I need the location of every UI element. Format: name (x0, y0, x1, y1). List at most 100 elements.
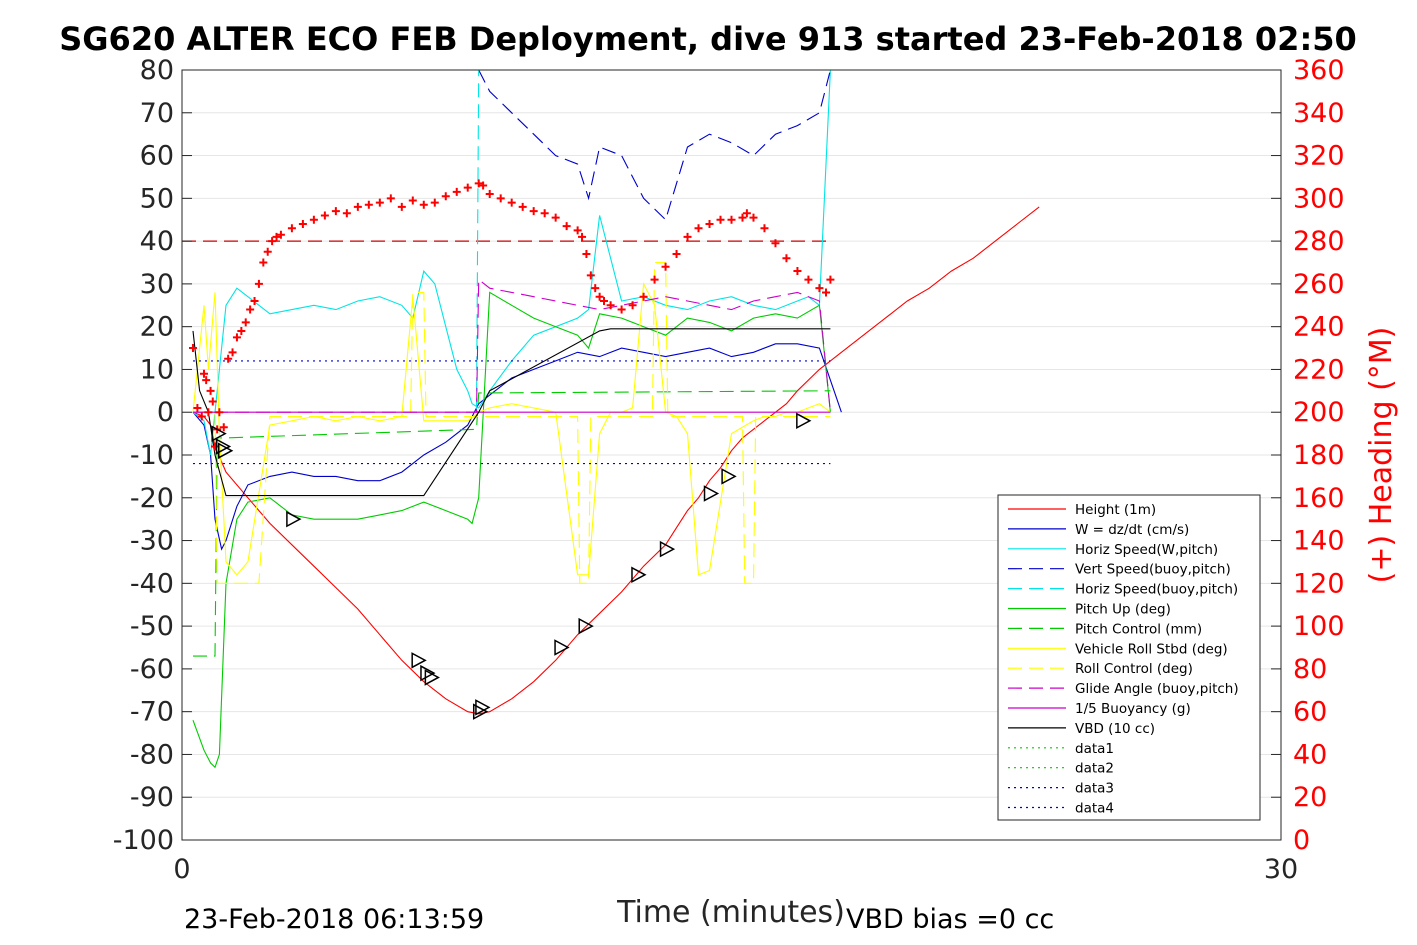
legend-label: data3 (1075, 781, 1114, 797)
triangle-marker (796, 412, 812, 430)
heading-point (815, 284, 824, 293)
legend-label: data1 (1075, 741, 1114, 757)
legend-label: Height (1m) (1075, 502, 1156, 518)
left-tick-label: -100 (113, 825, 174, 856)
heading-point (628, 301, 637, 310)
heading-point (204, 408, 213, 417)
right-tick-label: 360 (1293, 55, 1345, 86)
left-axis: 80 70 60 50 40 30 20 10 0 -10 -20 -30 -40 -50 -60 -70 -8… (113, 55, 192, 856)
heading-point (474, 179, 483, 188)
triangle-marker (554, 639, 570, 656)
left-tick-label: 60 (140, 141, 174, 172)
triangle-marker (218, 442, 234, 459)
series-lines (192, 70, 1040, 769)
heading-point (397, 202, 406, 211)
heading-point (716, 215, 725, 224)
series-line-4 (478, 70, 831, 221)
heading-point (782, 254, 791, 263)
heading-point (540, 209, 549, 218)
heading-point (705, 220, 714, 228)
heading-point (578, 232, 587, 241)
triangle-marker (703, 485, 720, 502)
heading-point (250, 297, 259, 305)
heading-point (287, 224, 296, 233)
series-line-12 (192, 328, 831, 497)
heading-point (595, 292, 604, 301)
heading-point (419, 200, 428, 209)
right-tick-label: 140 (1293, 526, 1345, 557)
series-line-6 (192, 291, 831, 769)
heading-point (430, 198, 439, 207)
legend-label: Pitch Control (mm) (1075, 621, 1202, 637)
x-tick-label: 30 (1264, 854, 1298, 885)
heading-point (199, 369, 208, 378)
legend-label: Vert Speed(buoy,pitch) (1075, 562, 1231, 578)
heading-point (309, 215, 318, 224)
triangle-marker (475, 699, 491, 716)
triangle-marker (286, 510, 302, 528)
heading-point (219, 423, 228, 432)
left-tick-label: -70 (130, 697, 174, 728)
legend-label: VBD (10 cc) (1075, 721, 1155, 737)
heading-point (263, 247, 272, 256)
heading-point (441, 192, 450, 201)
heading-point (518, 202, 527, 211)
heading-point (562, 222, 571, 231)
heading-point (364, 200, 373, 209)
heading-point (224, 354, 233, 363)
left-tick-label: -90 (130, 782, 174, 813)
heading-point (320, 211, 329, 220)
heading-point (826, 275, 835, 284)
heading-point (591, 284, 600, 293)
legend-label: data4 (1075, 801, 1114, 817)
triangle-marker (472, 703, 489, 720)
series-line-2 (192, 343, 842, 551)
triangle-marker (578, 617, 594, 635)
heading-point (276, 230, 285, 239)
right-tick-label: 40 (1293, 739, 1327, 770)
right-tick-label: 20 (1293, 782, 1327, 813)
right-tick-label: 100 (1293, 611, 1345, 642)
heading-point (479, 181, 488, 190)
heading-point (210, 442, 219, 451)
heading-point (586, 271, 595, 280)
series-line-9 (193, 261, 831, 584)
heading-point (600, 297, 609, 305)
triangle-marker (411, 652, 427, 669)
heading-point (208, 397, 217, 406)
heading-point (639, 292, 648, 301)
heading-point (232, 333, 241, 342)
heading-point (793, 267, 802, 276)
chart-title: SG620 ALTER ECO FEB Deployment, dive 913… (59, 20, 1357, 58)
left-tick-label: 70 (140, 98, 174, 129)
heading-point (375, 198, 384, 207)
left-tick-label: -20 (130, 483, 174, 514)
heading-point (742, 209, 751, 218)
legend-label: Glide Angle (buoy,pitch) (1075, 681, 1239, 697)
legend-label: Roll Control (deg) (1075, 661, 1193, 677)
right-tick-label: 300 (1293, 183, 1345, 214)
heading-point (254, 279, 263, 288)
right-axis-label: (+) Heading (°M) (1364, 327, 1399, 584)
right-tick-label: 200 (1293, 397, 1345, 428)
heading-point (617, 305, 626, 314)
heading-point (272, 232, 281, 241)
left-tick-label: -80 (130, 739, 174, 770)
left-tick-label: -40 (130, 568, 174, 599)
legend-label: W = dz/dt (cm/s) (1075, 522, 1189, 538)
triangle-marker (215, 438, 232, 455)
heading-point (694, 224, 703, 233)
heading-point (661, 262, 670, 271)
x-axis: 0 30 (173, 830, 1298, 885)
series-line-1 (192, 206, 1040, 715)
triangle-marker (424, 669, 440, 686)
left-tick-label: 30 (140, 269, 174, 300)
right-tick-label: 60 (1293, 697, 1327, 728)
series-line-7 (193, 390, 831, 657)
right-tick-label: 80 (1293, 654, 1327, 685)
heading-point (672, 249, 681, 258)
legend-label: Horiz Speed(W,pitch) (1075, 542, 1218, 558)
heading-point (202, 376, 211, 385)
left-tick-label: 10 (140, 354, 174, 385)
heading-point (298, 220, 307, 228)
